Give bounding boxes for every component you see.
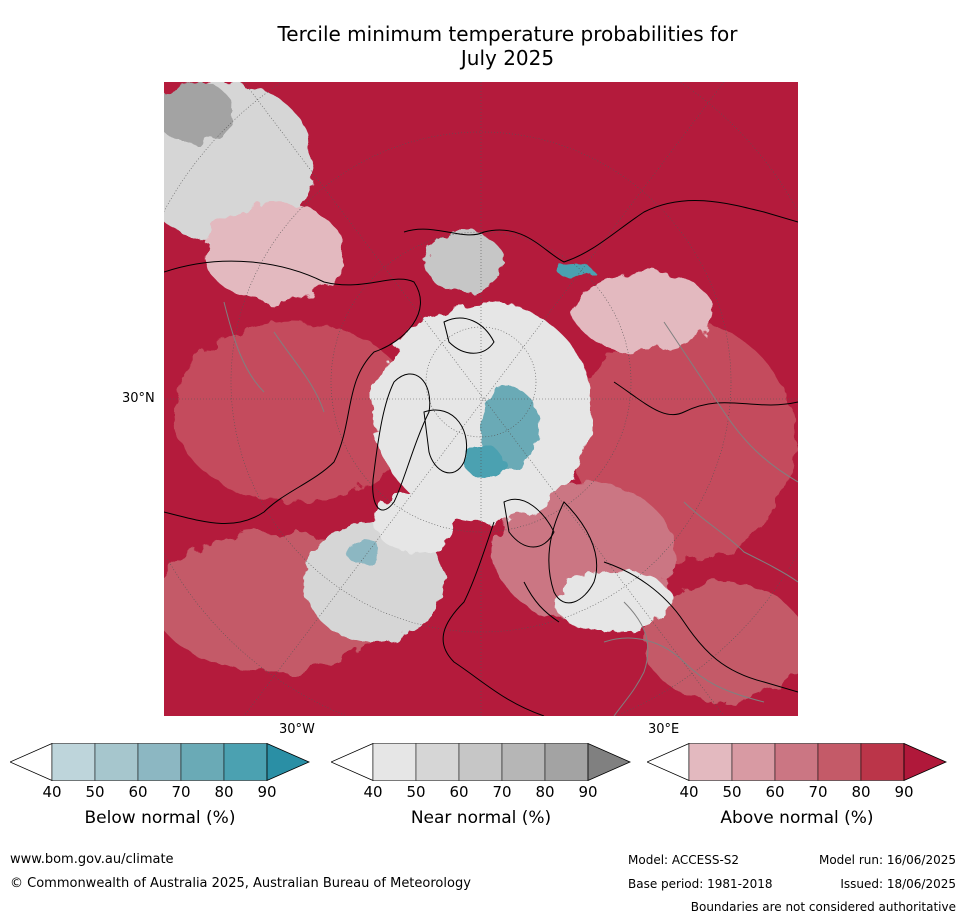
near-normal-segment [458,743,503,781]
below-normal-high-extension [266,742,310,782]
map-title: Tercile minimum temperature probabilitie… [0,22,965,70]
zone-below-normal-svalbard [464,447,504,477]
above-normal-segment [688,743,733,781]
map-svg [164,82,798,716]
above-normal-tick-label: 50 [722,783,742,801]
footer-url[interactable]: www.bom.gov.au/climate [10,852,174,867]
below-normal-tick-label: 50 [85,783,105,801]
below-normal-low-extension [9,742,53,782]
footer-disclaimer: Boundaries are not considered authoritat… [690,900,956,914]
longitude-label-30e: 30°E [648,722,680,737]
near-normal-segment [544,743,589,781]
near-normal-colorbar [330,742,631,782]
above-normal-segment [731,743,776,781]
zone-baltic-near [554,572,674,632]
near-normal-low-extension [330,742,374,782]
latitude-label-30n: 30°N [122,391,155,406]
above-normal-tick-label: 90 [894,783,914,801]
probability-field [164,82,798,702]
coastlines [164,199,798,716]
below-normal-segment [51,743,96,781]
above-normal-segment [817,743,862,781]
above-normal-segment [860,743,905,781]
near-normal-tick-label: 60 [449,783,469,801]
footer-copyright: © Commonwealth of Australia 2025, Austra… [10,876,471,891]
near-normal-segment [372,743,417,781]
below-normal-tick-label: 90 [257,783,277,801]
zone-pacific-grey [164,82,234,142]
above-normal-segment [774,743,819,781]
below-normal-tick-label: 80 [214,783,234,801]
title-line-2: July 2025 [460,46,555,70]
below-normal-segment [137,743,182,781]
zone-north-atlantic-near [304,522,444,642]
below-normal-tick-label: 40 [42,783,62,801]
graticule [164,82,798,716]
above-normal-tick-label: 60 [765,783,785,801]
footer-model-run: Model run: 16/06/2025 [818,853,956,867]
near-normal-segment [415,743,460,781]
below-normal-tick-label: 60 [128,783,148,801]
zone-middle-east [644,582,798,702]
above-normal-tick-label: 70 [808,783,828,801]
above-normal-low-extension [646,742,690,782]
below-normal-segment [180,743,225,781]
polar-map[interactable] [164,82,798,716]
above-normal-colorbar-label: Above normal (%) [720,808,874,828]
above-normal-high-extension [903,742,947,782]
near-normal-colorbar-label: Near normal (%) [410,808,552,828]
above-normal-colorbar [646,742,947,782]
near-normal-tick-label: 40 [363,783,383,801]
zone-greenland-sea-near [374,492,454,552]
near-normal-tick-label: 90 [578,783,598,801]
zone-beaufort-grey [424,232,504,292]
zone-below-normal-arctic [479,387,539,467]
longitude-label-30w: 30°W [279,722,315,737]
near-normal-tick-label: 70 [492,783,512,801]
below-normal-segment [94,743,139,781]
zone-north-america [174,322,414,502]
below-normal-tick-label: 70 [171,783,191,801]
zone-east-siberia-light [574,272,714,352]
near-normal-tick-label: 80 [535,783,555,801]
zone-pacific-light [204,202,344,302]
country-borders [223,301,798,716]
footer-model: Model: ACCESS-S2 [628,853,740,867]
zone-below-normal-atlantic [346,540,382,564]
below-normal-colorbar [9,742,310,782]
above-normal-tick-label: 80 [851,783,871,801]
near-normal-tick-label: 50 [406,783,426,801]
footer-base-period: Base period: 1981-2018 [628,877,773,891]
above-normal-tick-label: 40 [679,783,699,801]
near-normal-high-extension [587,742,631,782]
title-line-1: Tercile minimum temperature probabilitie… [277,22,738,46]
near-normal-segment [501,743,546,781]
footer-issued: Issued: 18/06/2025 [840,877,956,891]
below-normal-colorbar-label: Below normal (%) [84,808,236,828]
zone-below-normal-chukchi [556,264,592,276]
below-normal-segment [223,743,268,781]
